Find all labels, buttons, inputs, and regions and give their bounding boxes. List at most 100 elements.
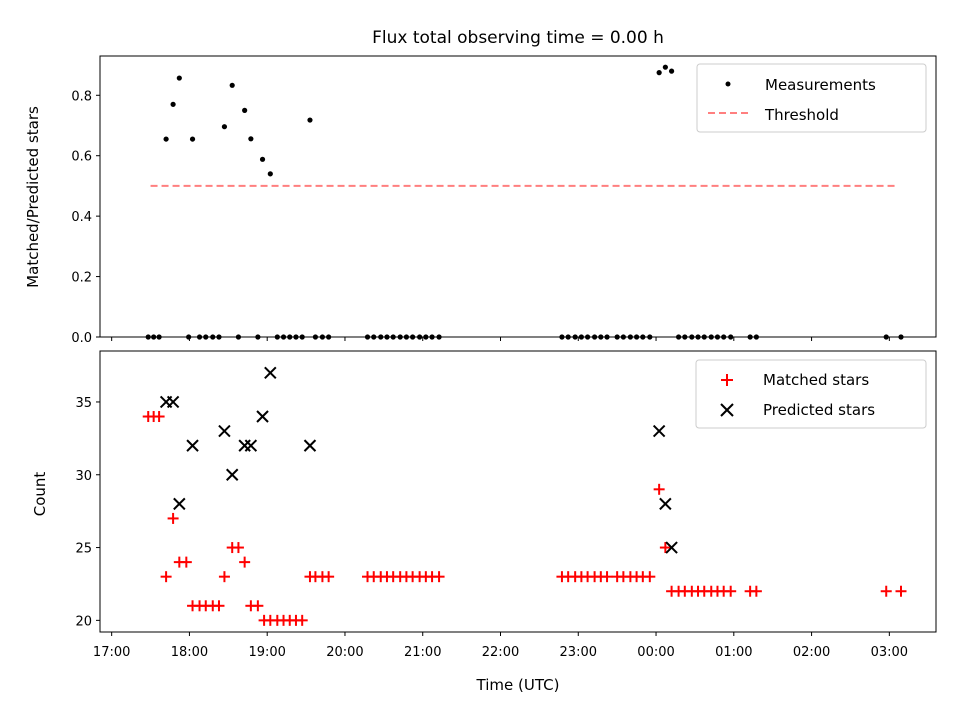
legend-marker-predicted — [720, 403, 734, 417]
measurement-point — [163, 136, 169, 142]
top-legend-box — [696, 63, 927, 133]
measurement-point — [229, 82, 235, 88]
matched-star-point — [750, 585, 762, 597]
x-tick-label: 00:00 — [637, 645, 674, 660]
measurement-point — [682, 334, 688, 340]
measurement-point — [280, 334, 287, 340]
bottom-y-tick-label: 20 — [75, 614, 92, 629]
measurement-point — [728, 334, 734, 340]
measurement-point — [592, 334, 598, 340]
measurement-point — [559, 334, 565, 340]
matched-star-point — [160, 571, 172, 583]
measurement-point — [675, 334, 682, 340]
measurement-point — [410, 334, 416, 340]
measurement-point — [423, 334, 429, 340]
bottom-y-tick-label: 30 — [75, 469, 92, 484]
bottom-y-axis-label: Count — [31, 472, 49, 517]
predicted-star-stroke — [173, 497, 186, 511]
measurement-point — [614, 334, 620, 340]
matched-star-point — [239, 556, 251, 568]
measurement-point — [176, 75, 182, 81]
measurement-point — [578, 334, 584, 340]
measurement-point — [753, 334, 759, 340]
predicted-star-point — [256, 410, 269, 423]
x-tick-label: 01:00 — [715, 645, 752, 660]
measurement-point — [668, 68, 675, 74]
top-y-tick-label: 0.4 — [71, 210, 92, 225]
predicted-star-stroke — [665, 541, 678, 554]
measurement-point — [721, 334, 727, 340]
measurement-point — [747, 334, 753, 340]
measurement-point — [565, 334, 571, 340]
predicted-star-stroke — [659, 497, 672, 511]
legend-label-matched: Matched stars — [763, 371, 869, 389]
measurement-point — [397, 334, 403, 340]
top-legend: Measurements Threshold — [696, 63, 927, 133]
measurement-point — [242, 107, 248, 113]
x-tick-label: 23:00 — [560, 645, 597, 660]
predicted-star-point — [218, 424, 231, 438]
matched-star-point — [880, 585, 892, 597]
predicted-star-stroke — [218, 424, 231, 438]
measurement-point — [647, 334, 653, 340]
measurement-point — [436, 334, 442, 340]
measurement-point — [640, 334, 646, 340]
predicted-star-point — [665, 541, 678, 554]
x-tick-label: 20:00 — [326, 645, 363, 660]
predicted-star-stroke — [166, 395, 180, 409]
measurement-point — [585, 334, 591, 340]
measurement-point — [326, 334, 332, 340]
matched-star-point — [323, 571, 335, 583]
top-y-tick-label: 0.2 — [71, 271, 92, 286]
measurement-point — [708, 334, 714, 340]
measurement-point — [312, 334, 319, 340]
bottom-x-axis: 17:00 18:00 19:00 20:00 21:00 22:00 23:00 00:00… — [93, 632, 908, 660]
measurement-point — [898, 334, 904, 340]
predicted-star-stroke — [186, 439, 199, 452]
matched-star-point — [167, 512, 179, 524]
chart-title: Flux total observing time = 0.00 h — [372, 28, 664, 48]
top-y-tick-label: 0.6 — [71, 150, 92, 165]
measurement-point — [235, 334, 242, 340]
x-tick-label: 19:00 — [248, 645, 285, 660]
measurement-point — [248, 136, 254, 142]
top-series-layer — [145, 64, 904, 340]
measurement-point — [656, 70, 662, 76]
predicted-star-stroke — [256, 410, 269, 423]
measurement-point — [210, 334, 216, 340]
measurement-point — [299, 334, 305, 340]
x-tick-label: 02:00 — [793, 645, 830, 660]
top-x-ticks — [111, 337, 890, 341]
legend-marker-matched — [721, 374, 733, 386]
predicted-star-point — [186, 439, 199, 452]
predicted-star-point — [244, 439, 258, 452]
measurement-point — [689, 334, 695, 340]
measurement-point — [170, 101, 176, 107]
measurement-point — [403, 334, 410, 340]
measurement-point — [189, 136, 196, 142]
measurement-point — [701, 334, 707, 340]
measurement-point — [203, 334, 209, 340]
bottom-y-tick-label: 35 — [75, 396, 92, 411]
measurement-point — [695, 334, 701, 340]
predicted-star-point — [652, 424, 666, 438]
measurement-point — [145, 334, 151, 340]
x-tick-label: 17:00 — [93, 645, 130, 660]
x-axis-label: Time (UTC) — [476, 676, 560, 694]
measurement-point — [378, 334, 384, 340]
x-tick-label: 18:00 — [171, 645, 208, 660]
measurement-point — [364, 334, 371, 340]
matched-star-point — [725, 585, 737, 597]
bottom-y-axis: 20 25 30 35 — [75, 396, 100, 629]
legend-label-measurements: Measurements — [765, 76, 876, 94]
measurement-point — [196, 334, 203, 340]
measurement-point — [620, 334, 626, 340]
matched-star-point — [218, 571, 230, 583]
measurement-point — [662, 64, 668, 70]
measurement-point — [151, 334, 157, 340]
legend-marker-measurements — [725, 81, 731, 87]
measurement-point — [216, 334, 222, 340]
bottom-y-tick-label: 25 — [75, 542, 92, 557]
matched-star-point — [644, 571, 656, 583]
measurement-point — [267, 171, 273, 177]
